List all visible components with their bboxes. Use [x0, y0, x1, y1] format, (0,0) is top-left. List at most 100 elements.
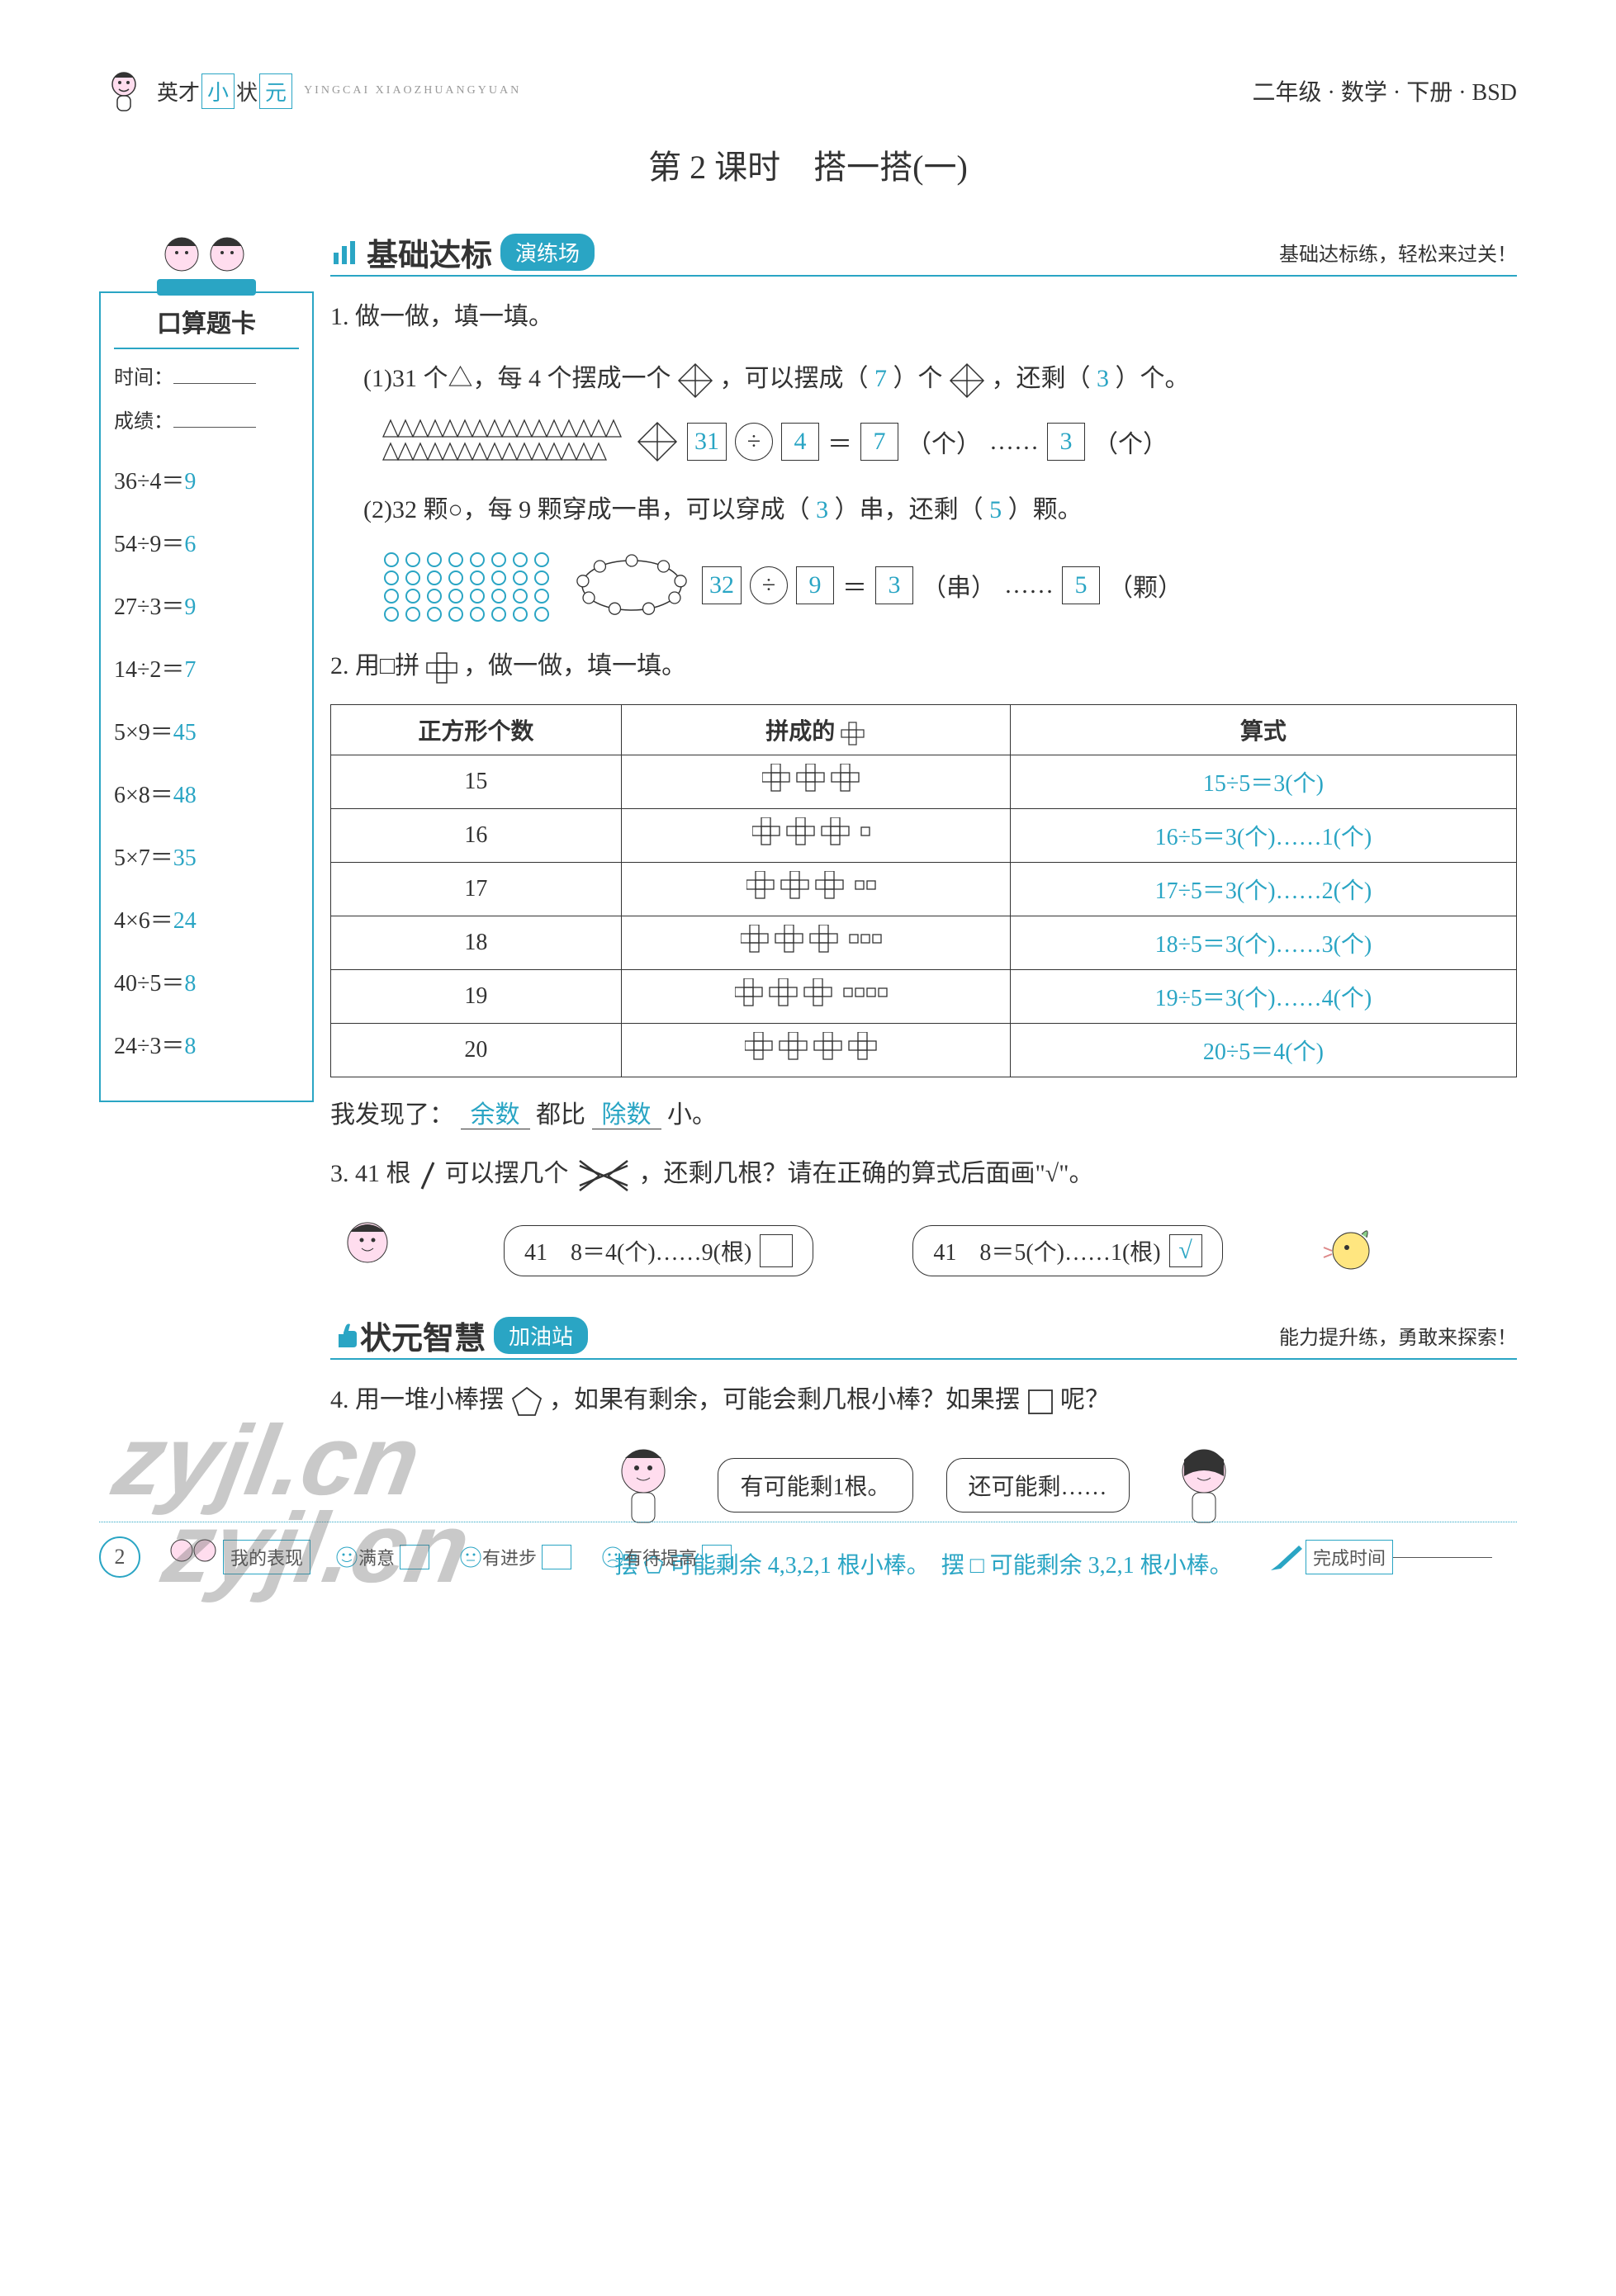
time-label: 时间：	[114, 367, 173, 389]
pen-icon	[1268, 1541, 1306, 1574]
table-row: 20 20÷5＝4(个)	[331, 1024, 1517, 1077]
table-row: 17 17÷5＝3(个)……2(个)	[331, 863, 1517, 916]
neutral-icon	[459, 1546, 482, 1569]
q2-h3: 算式	[1010, 705, 1516, 755]
opt2-box[interactable]	[542, 1545, 571, 1569]
score-label: 成绩：	[114, 411, 173, 433]
q2-discover: 我发现了： 余数 都比 除数 小。	[330, 1094, 1517, 1130]
time-group: 完成时间	[1268, 1540, 1492, 1574]
triangles-icon	[380, 417, 628, 466]
q3-a: 3. 41 根	[330, 1160, 411, 1187]
section-1-title: 基础达标	[367, 230, 492, 275]
brand-prefix: 英才	[157, 76, 200, 107]
q2-stem-a: 2. 用□拼	[330, 652, 419, 679]
q1-p1-ans2: 3	[1097, 365, 1109, 392]
score-blank[interactable]	[173, 427, 256, 428]
eq2-d: 5	[1062, 566, 1100, 604]
q1-p2-a: (2)32 颗○，每 9 颗穿成一串，可以穿成（	[363, 496, 810, 523]
q3-opt2-check[interactable]: √	[1169, 1234, 1202, 1267]
calc-item: 4×6＝24	[114, 902, 299, 935]
q4-b: ，如果有剩余，可能会剩几根小棒？如果摆	[549, 1386, 1020, 1413]
q1-p2-c: ）颗。	[1008, 496, 1083, 523]
thumb-icon	[330, 1321, 360, 1351]
diamond-icon	[677, 362, 713, 399]
page-footer: 2 我的表现 满意 有进步 有待提高 完成时间	[99, 1522, 1517, 1580]
calc-item: 5×7＝35	[114, 840, 299, 873]
lesson-title: 第 2 课时 搭一搭(一)	[99, 140, 1517, 188]
kids-small-icon	[165, 1534, 223, 1580]
brand: 英才 小 状 元 YINGCAI XIAOZHUANGYUAN	[99, 66, 521, 116]
eq2-u2: 颗	[1133, 575, 1158, 602]
q1-p1-a: (1)31 个△，每 4 个摆成一个	[363, 365, 671, 392]
speech-2: 还可能剩……	[946, 1458, 1130, 1513]
perf-opt1[interactable]: 满意	[335, 1544, 434, 1570]
q3-opt1[interactable]: 41 8＝4(个)……9(根)	[504, 1225, 813, 1276]
brand-box-2: 元	[259, 73, 292, 109]
eq2-a: 32	[702, 566, 742, 604]
q4-speech-row: 有可能剩1根。 还可能剩……	[330, 1440, 1517, 1531]
q2-h2: 拼成的	[621, 705, 1010, 755]
eq1-c: 7	[860, 423, 898, 461]
q3-opt2[interactable]: 41 8＝5(个)……1(根) √	[912, 1225, 1222, 1276]
q2-disc-c: 小。	[667, 1101, 717, 1129]
q1-eq1-row: 31 ÷ 4 ＝ 7 （个） …… 3 （个）	[330, 417, 1517, 466]
q2-stem-b: ，做一做，填一填。	[463, 652, 686, 679]
stick-icon	[417, 1161, 438, 1191]
sad-icon	[601, 1546, 624, 1569]
q2-disc-f1: 余数	[461, 1101, 530, 1129]
q4-a: 4. 用一堆小棒摆	[330, 1386, 504, 1413]
girl-icon	[1163, 1440, 1245, 1531]
section-2-tag: 加油站	[494, 1317, 588, 1354]
table-row: 16 16÷5＝3(个)……1(个)	[331, 809, 1517, 863]
opt3-text: 有待提高	[624, 1544, 697, 1570]
time-label-text: 完成时间	[1306, 1540, 1393, 1574]
section-1-note: 基础达标练，轻松来过关！	[1279, 238, 1517, 267]
section-1-title-text: 基础达标	[367, 239, 492, 273]
opt1-text: 满意	[358, 1544, 395, 1570]
eq1-a: 31	[687, 423, 727, 461]
q1-p1-b: ，可以摆成（	[719, 365, 868, 392]
eq2-dots: ……	[1004, 571, 1054, 599]
time-blank[interactable]	[1393, 1557, 1492, 1558]
cross-sticks-icon	[575, 1157, 633, 1194]
perf-opt2[interactable]: 有进步	[459, 1544, 576, 1570]
q1-stem: 1. 做一做，填一填。	[330, 293, 1517, 340]
opt1-box[interactable]	[400, 1545, 429, 1569]
q3-choices: 41 8＝4(个)……9(根) 41 8＝5(个)……1(根) √	[330, 1214, 1517, 1288]
score-row: 成绩：	[114, 405, 299, 433]
q2-h1: 正方形个数	[331, 705, 622, 755]
perf-opt3[interactable]: 有待提高	[601, 1544, 737, 1570]
q4-c: 呢？	[1060, 1386, 1110, 1413]
q3-opt2-text: 41 8＝5(个)……1(根)	[933, 1234, 1160, 1267]
q3-opt1-check[interactable]	[760, 1234, 793, 1267]
calc-item: 54÷9＝6	[114, 526, 299, 559]
section-2-header: 状元智慧 加油站 能力提升练，勇敢来探索！	[330, 1313, 1517, 1360]
perf-label: 我的表现	[223, 1540, 310, 1574]
q1-p1-e: ）个。	[1115, 365, 1189, 392]
chick-icon	[1322, 1218, 1380, 1284]
opt2-text: 有进步	[482, 1544, 537, 1570]
diamond-icon	[949, 362, 985, 399]
table-row: 19 19÷5＝3(个)……4(个)	[331, 970, 1517, 1024]
circles-icon	[380, 548, 562, 623]
q1-p2-ans2: 5	[989, 496, 1002, 523]
eq1-u1: 个	[931, 431, 956, 458]
calc-item: 5×9＝45	[114, 714, 299, 747]
calc-item: 36÷4＝9	[114, 463, 299, 496]
boy2-icon	[602, 1440, 685, 1531]
q2-table: 正方形个数 拼成的 算式 15 15÷5	[330, 704, 1517, 1077]
eq1-d: 3	[1047, 423, 1085, 461]
q3-opt1-text: 41 8＝4(个)……9(根)	[524, 1234, 751, 1267]
page-header: 英才 小 状 元 YINGCAI XIAOZHUANGYUAN 二年级 · 数学…	[99, 66, 1517, 116]
eq1-eq: ＝	[827, 424, 852, 460]
brand-pinyin: YINGCAI XIAOZHUANGYUAN	[304, 84, 521, 97]
opt3-box[interactable]	[702, 1545, 732, 1569]
plus-shape-icon	[426, 652, 457, 684]
eq2-c: 3	[875, 566, 913, 604]
q1-p2-b: ）串，还剩（	[835, 496, 983, 523]
speech-1: 有可能剩1根。	[718, 1458, 912, 1513]
mascot-icon	[99, 66, 149, 116]
section-1-header: 基础达标 演练场 基础达标练，轻松来过关！	[330, 230, 1517, 277]
time-blank[interactable]	[173, 383, 256, 384]
eq1-b: 4	[781, 423, 819, 461]
